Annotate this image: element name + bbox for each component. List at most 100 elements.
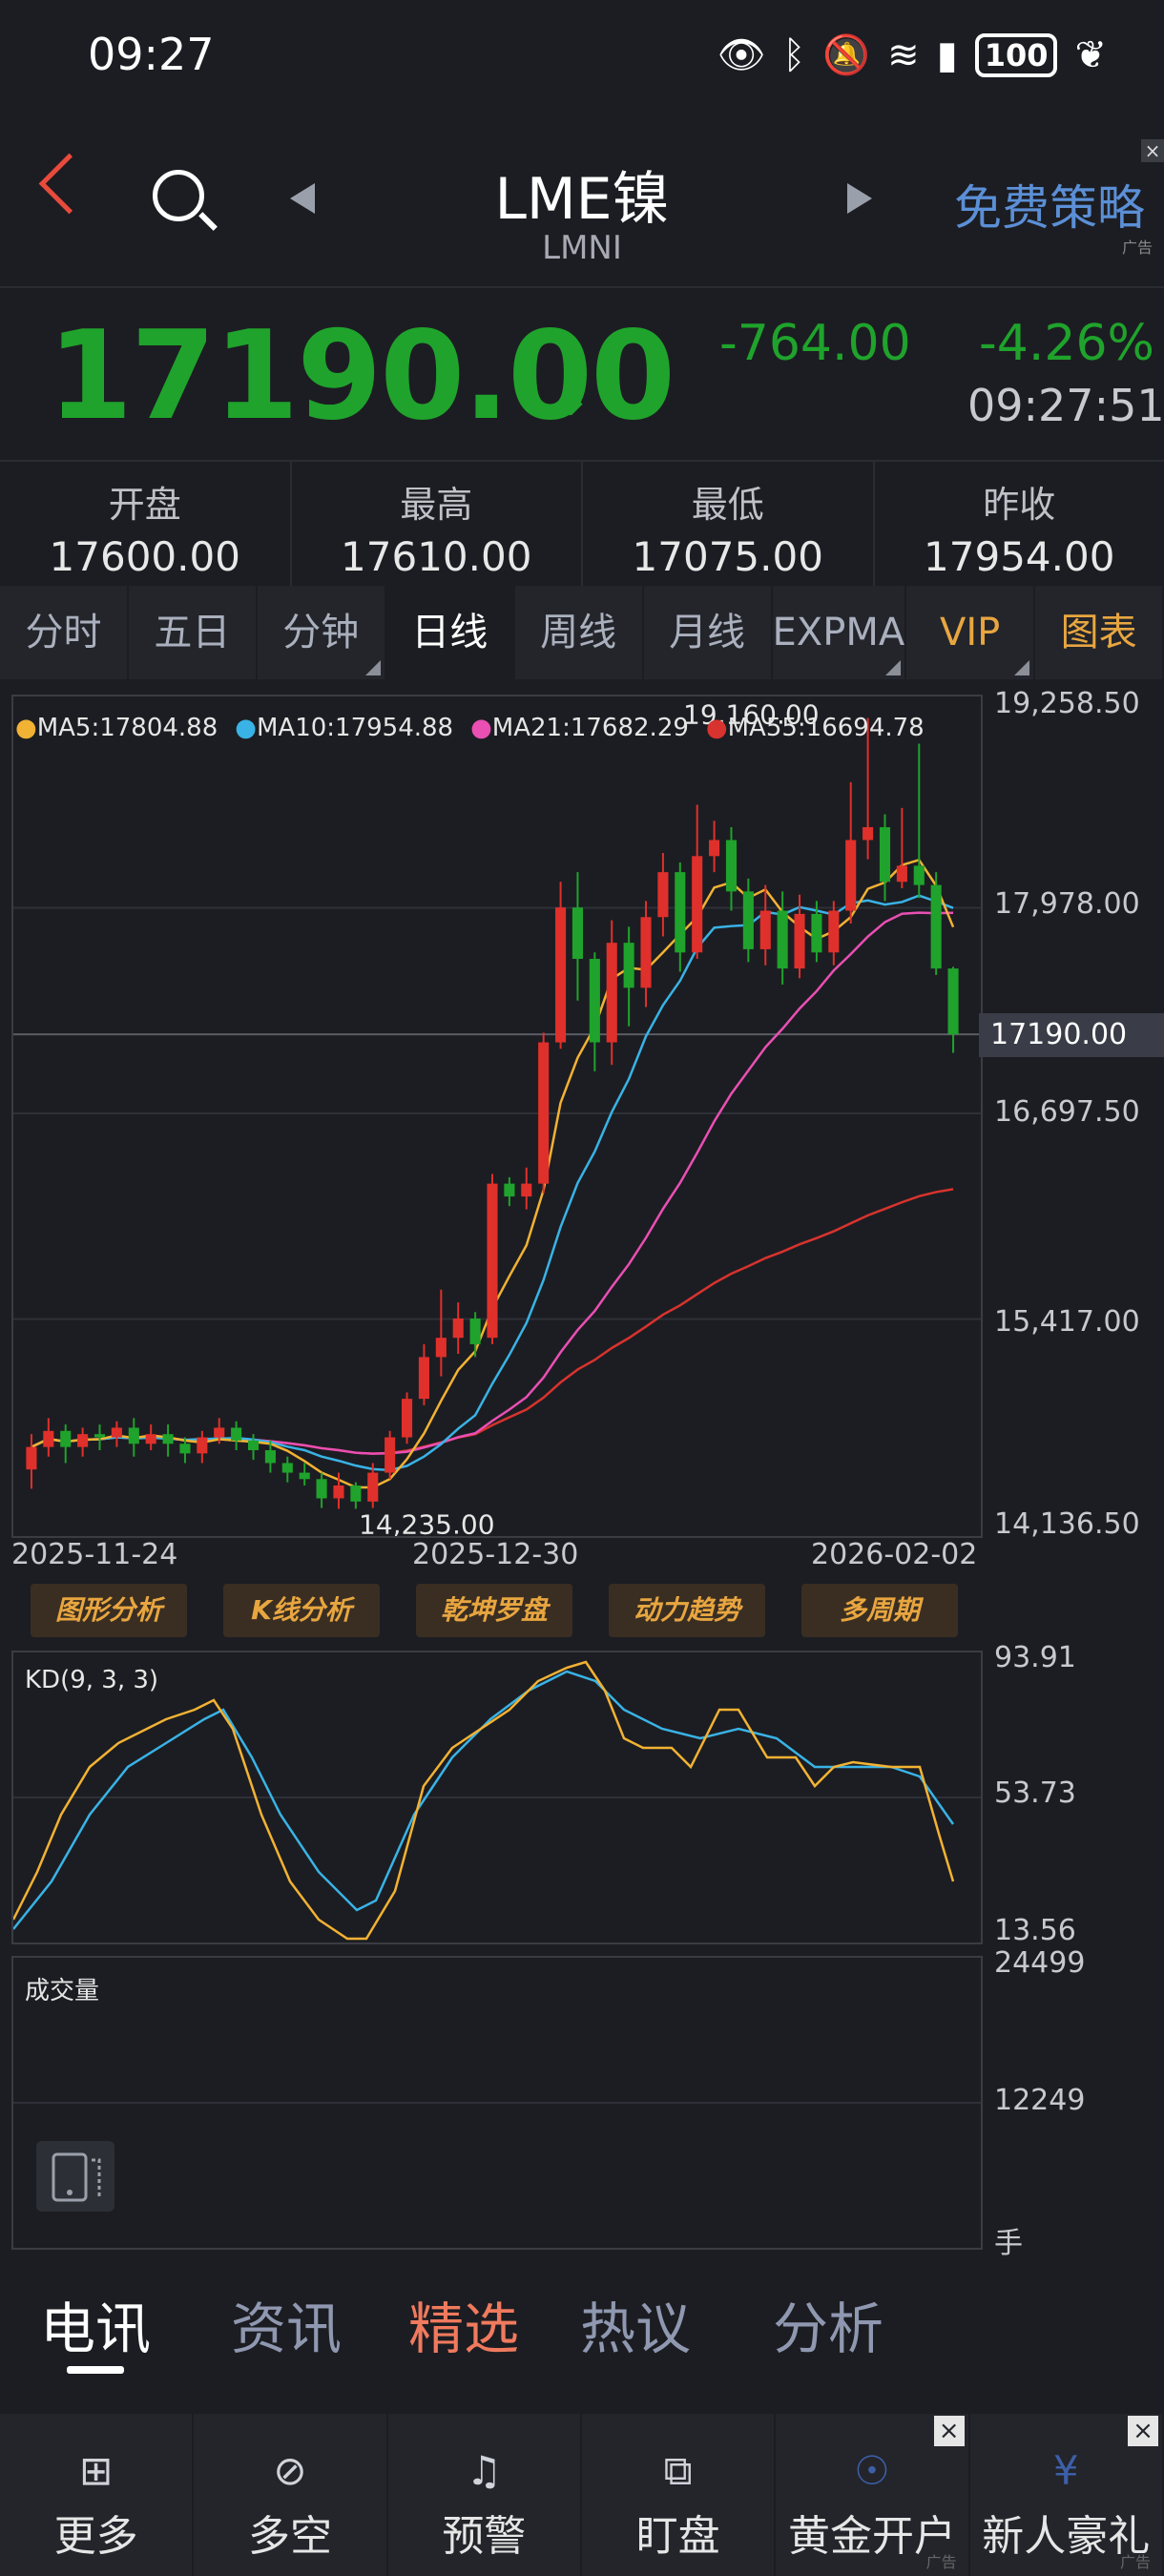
candle (401, 1399, 413, 1438)
ma-legend: ●MA5:17804.88 ●MA10:17954.88 ●MA21:17682… (15, 714, 925, 742)
tab-info[interactable]: 资讯 (231, 2296, 343, 2361)
candle (26, 1446, 37, 1470)
candle (333, 1485, 344, 1499)
close-icon[interactable]: × (933, 2416, 965, 2446)
tab-news-flash[interactable]: 电讯 (40, 2296, 152, 2361)
battery-icon: 100 (974, 32, 1058, 77)
price-change: -764.00 (719, 315, 911, 372)
kd-title: KD(9, 3, 3) (25, 1666, 159, 1694)
k-line (11, 1660, 955, 1941)
candle (896, 865, 907, 883)
close-icon[interactable]: × (1127, 2416, 1158, 2446)
signal-icon: ▮ (936, 32, 958, 77)
stat-prev-close: 昨收 17954.00 (924, 484, 1115, 580)
candle (930, 884, 942, 969)
tab-minute[interactable]: 分钟 (258, 586, 386, 679)
kline-analysis-button[interactable]: K线分析 (223, 1584, 380, 1637)
candle (640, 917, 652, 988)
candle (709, 840, 720, 857)
pattern-analysis-button[interactable]: 图形分析 (31, 1584, 187, 1637)
volume-y-top: 24499 (994, 1946, 1086, 1980)
last-price: 17190.00 (48, 305, 676, 447)
tab-analysis[interactable]: 分析 (773, 2296, 884, 2361)
candle (742, 891, 754, 949)
x-label-end: 2026-02-02 (811, 1538, 978, 1571)
kd-y-mid: 53.73 (994, 1776, 1076, 1810)
tab-featured[interactable]: 精选 (408, 2296, 520, 2361)
quote-time: 09:27:51 (967, 380, 1164, 431)
candle (913, 865, 925, 885)
kd-y-bottom: 13.56 (994, 1914, 1076, 1947)
watch-icon: ⧉ (663, 2447, 693, 2494)
gift-icon: ¥ (1052, 2447, 1079, 2494)
candle (350, 1485, 362, 1502)
stat-high: 最高 17610.00 (292, 462, 583, 586)
free-strategy-button[interactable]: 免费策略 (954, 180, 1145, 236)
rotate-screen-icon[interactable] (36, 2141, 114, 2212)
nav-alert[interactable]: ♫ 预警 (388, 2414, 582, 2576)
candle (385, 1437, 396, 1473)
active-tab-underline (67, 2366, 124, 2374)
news-tabs: 电讯 资讯 精选 热议 分析 (0, 2284, 1164, 2389)
eye-icon: 👁 (717, 33, 766, 77)
search-icon[interactable] (153, 170, 204, 221)
tab-five-day[interactable]: 五日 (129, 586, 258, 679)
nav-long-short[interactable]: ⊘ 多空 (194, 2414, 388, 2576)
candlestick-svg: 19,160.00 14,235.00 (13, 699, 981, 1540)
close-ad-icon[interactable]: × (1141, 139, 1164, 162)
kd-indicator-chart[interactable] (11, 1651, 983, 1944)
tab-weekly[interactable]: 周线 (515, 586, 644, 679)
tab-chart[interactable]: 图表 (1035, 586, 1164, 679)
tab-expma[interactable]: EXPMA (773, 586, 907, 679)
down-arrow-icon: ↓ (546, 363, 594, 429)
analysis-tools: 图形分析 K线分析 乾坤罗盘 动力趋势 多周期 (31, 1584, 958, 1637)
momentum-trend-button[interactable]: 动力趋势 (609, 1584, 765, 1637)
multi-period-button[interactable]: 多周期 (801, 1584, 958, 1637)
tab-intraday[interactable]: 分时 (0, 586, 129, 679)
volume-y-mid: 12249 (994, 2084, 1086, 2117)
symbol-code: LMNI (542, 229, 622, 267)
kd-y-top: 93.91 (994, 1641, 1076, 1674)
nav-watch[interactable]: ⧉ 盯盘 (582, 2414, 777, 2576)
candle (623, 943, 634, 988)
current-price-marker: 17190.00 (979, 1013, 1164, 1057)
y-label-bottom: 14,136.50 (994, 1507, 1140, 1541)
tab-monthly[interactable]: 月线 (644, 586, 773, 679)
candle (214, 1427, 225, 1438)
compass-button[interactable]: 乾坤罗盘 (416, 1584, 572, 1637)
candle (231, 1427, 242, 1441)
tab-vip[interactable]: VIP (906, 586, 1036, 679)
candle (299, 1472, 310, 1480)
volume-chart[interactable] (11, 1956, 983, 2250)
trend-icon: ⊘ (273, 2447, 307, 2494)
next-symbol-icon[interactable] (847, 183, 872, 214)
nav-more[interactable]: ⊞ 更多 (0, 2414, 195, 2576)
wifi-icon: ≋ (887, 32, 920, 77)
nav-new-user-gift[interactable]: × ¥ 新人豪礼 广告 (970, 2414, 1164, 2576)
kd-svg (11, 1660, 981, 1941)
candle (60, 1430, 72, 1447)
y-label-2: 17,978.00 (994, 887, 1140, 921)
candle (43, 1430, 54, 1447)
grid-icon: ⊞ (79, 2447, 114, 2494)
candle (504, 1183, 515, 1197)
candle (947, 968, 959, 1035)
tab-daily[interactable]: 日线 (385, 586, 515, 679)
y-label-3: 16,697.50 (994, 1095, 1140, 1129)
divider (0, 286, 1164, 288)
candle (94, 1434, 106, 1438)
y-label-4: 15,417.00 (994, 1305, 1140, 1339)
candle (367, 1472, 379, 1502)
candle (538, 1042, 550, 1184)
candle (521, 1183, 532, 1197)
candle (845, 840, 857, 911)
candle (435, 1338, 447, 1358)
candle (247, 1440, 260, 1450)
high-label: 19,160.00 (683, 699, 820, 731)
prev-symbol-icon[interactable] (290, 183, 315, 214)
candle (281, 1463, 293, 1473)
tab-discussion[interactable]: 热议 (580, 2296, 692, 2361)
candlestick-chart[interactable]: 19,160.00 14,235.00 (11, 695, 983, 1540)
nav-gold-account[interactable]: × ☉ 黄金开户 广告 (776, 2414, 970, 2576)
ad-label: 广告 (1122, 239, 1154, 257)
